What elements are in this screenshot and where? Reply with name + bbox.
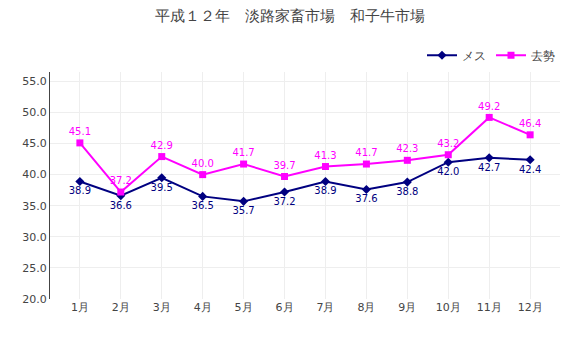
svg-text:49.2: 49.2 — [478, 101, 500, 112]
svg-text:38.8: 38.8 — [396, 186, 418, 197]
svg-text:9月: 9月 — [398, 301, 416, 314]
svg-text:41.7: 41.7 — [355, 147, 377, 158]
svg-text:36.5: 36.5 — [192, 200, 214, 211]
svg-text:50.0: 50.0 — [22, 106, 47, 119]
svg-text:11月: 11月 — [477, 301, 502, 314]
svg-text:45.0: 45.0 — [22, 137, 47, 150]
svg-text:25.0: 25.0 — [22, 262, 47, 275]
svg-text:38.9: 38.9 — [314, 185, 336, 196]
svg-text:39.7: 39.7 — [273, 160, 295, 171]
svg-text:35.7: 35.7 — [232, 205, 254, 216]
svg-text:4月: 4月 — [194, 301, 212, 314]
svg-text:5月: 5月 — [235, 301, 253, 314]
svg-text:8月: 8月 — [357, 301, 375, 314]
svg-text:42.4: 42.4 — [519, 164, 541, 175]
svg-text:35.0: 35.0 — [22, 200, 47, 213]
svg-text:20.0: 20.0 — [22, 293, 47, 306]
svg-text:メス: メス — [462, 49, 486, 63]
svg-text:2月: 2月 — [112, 301, 130, 314]
svg-text:42.7: 42.7 — [478, 162, 500, 173]
svg-text:37.2: 37.2 — [273, 196, 295, 207]
svg-text:45.1: 45.1 — [69, 126, 91, 137]
svg-text:42.9: 42.9 — [151, 140, 173, 151]
svg-text:39.5: 39.5 — [151, 182, 173, 193]
svg-text:12月: 12月 — [518, 301, 543, 314]
svg-text:41.7: 41.7 — [232, 147, 254, 158]
svg-text:7月: 7月 — [316, 301, 334, 314]
svg-text:平成１２年 淡路家畜市場 和子牛市場: 平成１２年 淡路家畜市場 和子牛市場 — [155, 7, 425, 25]
svg-text:40.0: 40.0 — [192, 158, 214, 169]
svg-text:去勢: 去勢 — [531, 49, 555, 63]
svg-text:42.0: 42.0 — [437, 166, 459, 177]
svg-text:3月: 3月 — [153, 301, 171, 314]
svg-text:41.3: 41.3 — [314, 150, 336, 161]
svg-text:1月: 1月 — [71, 301, 89, 314]
svg-text:42.3: 42.3 — [396, 143, 418, 154]
svg-text:37.6: 37.6 — [355, 193, 377, 204]
svg-text:10月: 10月 — [436, 301, 461, 314]
svg-text:6月: 6月 — [276, 301, 294, 314]
svg-text:37.2: 37.2 — [110, 175, 132, 186]
svg-text:40.0: 40.0 — [22, 168, 47, 181]
svg-text:36.6: 36.6 — [110, 200, 132, 211]
svg-text:55.0: 55.0 — [22, 75, 47, 88]
svg-text:38.9: 38.9 — [69, 185, 91, 196]
svg-text:30.0: 30.0 — [22, 231, 47, 244]
svg-text:46.4: 46.4 — [519, 118, 541, 129]
svg-text:43.2: 43.2 — [437, 138, 459, 149]
